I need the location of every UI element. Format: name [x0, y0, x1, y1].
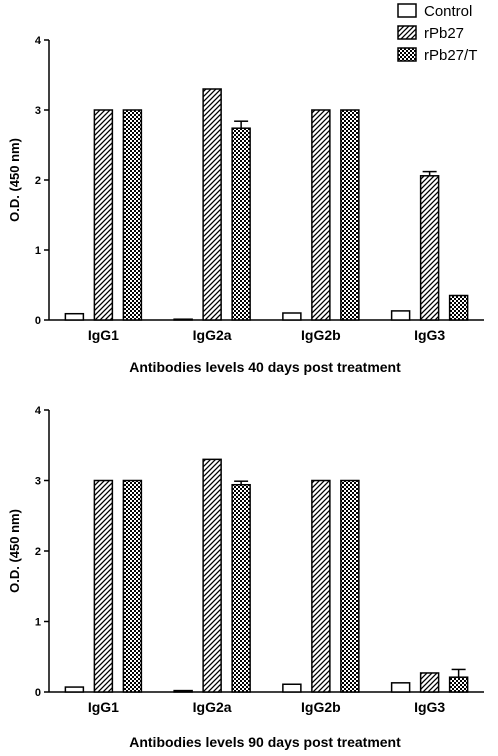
x-tick-label: IgG2b — [301, 699, 341, 715]
y-tick-label: 3 — [35, 105, 41, 117]
bar-rpb27-igg2b — [311, 479, 331, 693]
bar-rpb27-igg3 — [419, 672, 440, 693]
legend-label-rpb27-t: rPb27/T — [424, 47, 477, 64]
bar-control-igg2b — [282, 312, 302, 321]
bar-rpb27-igg2a — [202, 88, 222, 321]
bar-rpb27-t-igg2a — [231, 127, 251, 321]
y-tick-label: 2 — [35, 175, 41, 187]
y-tick-label: 0 — [35, 315, 41, 327]
bar-rpb27-t-igg1 — [122, 479, 143, 693]
x-axis-label: Antibodies levels 90 days post treatment — [129, 734, 401, 750]
bar-control-igg1 — [64, 686, 85, 693]
bar-rpb27-igg1 — [93, 479, 114, 693]
bar-rpb27-igg3 — [419, 175, 440, 321]
legend-swatch-rpb27 — [397, 25, 417, 40]
legend-label-control: Control — [424, 3, 472, 20]
bar-control-igg2b — [282, 683, 302, 693]
bar-rpb27-t-igg2a — [231, 483, 251, 693]
bar-control-igg1 — [64, 312, 85, 321]
x-tick-label: IgG3 — [414, 327, 445, 343]
x-tick-label: IgG2b — [301, 327, 341, 343]
bar-rpb27-t-igg3 — [448, 676, 469, 693]
legend-item-control: Control — [397, 3, 472, 20]
legend-swatch-control — [397, 3, 417, 18]
y-tick-label: 3 — [35, 476, 41, 488]
y-axis-label: O.D. (450 nm) — [7, 138, 22, 222]
chart-panel-40-days: O.D. (450 nm) Antibodies levels 40 days … — [7, 35, 484, 375]
bar-rpb27-igg2b — [311, 109, 331, 321]
legend-swatch-rpb27-t — [397, 47, 417, 62]
y-tick-label: 1 — [35, 245, 41, 257]
bar-control-igg2a — [173, 318, 193, 321]
legend-item-rpb27-t: rPb27/T — [397, 47, 477, 64]
bar-control-igg3 — [390, 310, 411, 321]
x-tick-label: IgG1 — [88, 699, 119, 715]
bar-rpb27-igg1 — [93, 109, 114, 321]
bar-rpb27-igg2a — [202, 458, 222, 693]
bar-control-igg2a — [173, 689, 193, 693]
x-tick-label: IgG3 — [414, 699, 445, 715]
bar-rpb27-t-igg2b — [340, 479, 360, 693]
legend: Control rPb27 rPb27/T — [397, 3, 477, 64]
bar-control-igg3 — [390, 682, 411, 693]
bar-rpb27-t-igg1 — [122, 109, 143, 321]
x-tick-label: IgG2a — [193, 699, 232, 715]
y-tick-label: 0 — [35, 687, 41, 699]
y-tick-label: 4 — [35, 35, 42, 47]
y-axis-label: O.D. (450 nm) — [7, 509, 22, 593]
legend-item-rpb27: rPb27 — [397, 25, 464, 42]
x-tick-label: IgG1 — [88, 327, 119, 343]
x-axis-label: Antibodies levels 40 days post treatment — [129, 359, 401, 375]
y-tick-label: 1 — [35, 617, 41, 629]
x-tick-label: IgG2a — [193, 327, 232, 343]
y-tick-label: 2 — [35, 546, 41, 558]
bar-rpb27-t-igg3 — [448, 294, 469, 321]
y-tick-label: 4 — [35, 405, 42, 417]
bar-rpb27-t-igg2b — [340, 109, 360, 321]
chart-panel-90-days: O.D. (450 nm) Antibodies levels 90 days … — [7, 405, 484, 750]
legend-label-rpb27: rPb27 — [424, 25, 464, 42]
